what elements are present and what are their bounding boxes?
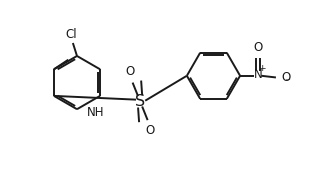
Text: S: S — [135, 94, 145, 109]
Text: O: O — [253, 41, 262, 54]
Text: +: + — [258, 64, 266, 73]
Text: O: O — [146, 124, 155, 137]
Text: O: O — [125, 66, 134, 78]
Text: O: O — [282, 71, 291, 84]
Text: NH: NH — [87, 106, 104, 119]
Text: N: N — [254, 68, 262, 80]
Text: ⁻: ⁻ — [285, 78, 291, 88]
Text: Cl: Cl — [65, 28, 77, 41]
